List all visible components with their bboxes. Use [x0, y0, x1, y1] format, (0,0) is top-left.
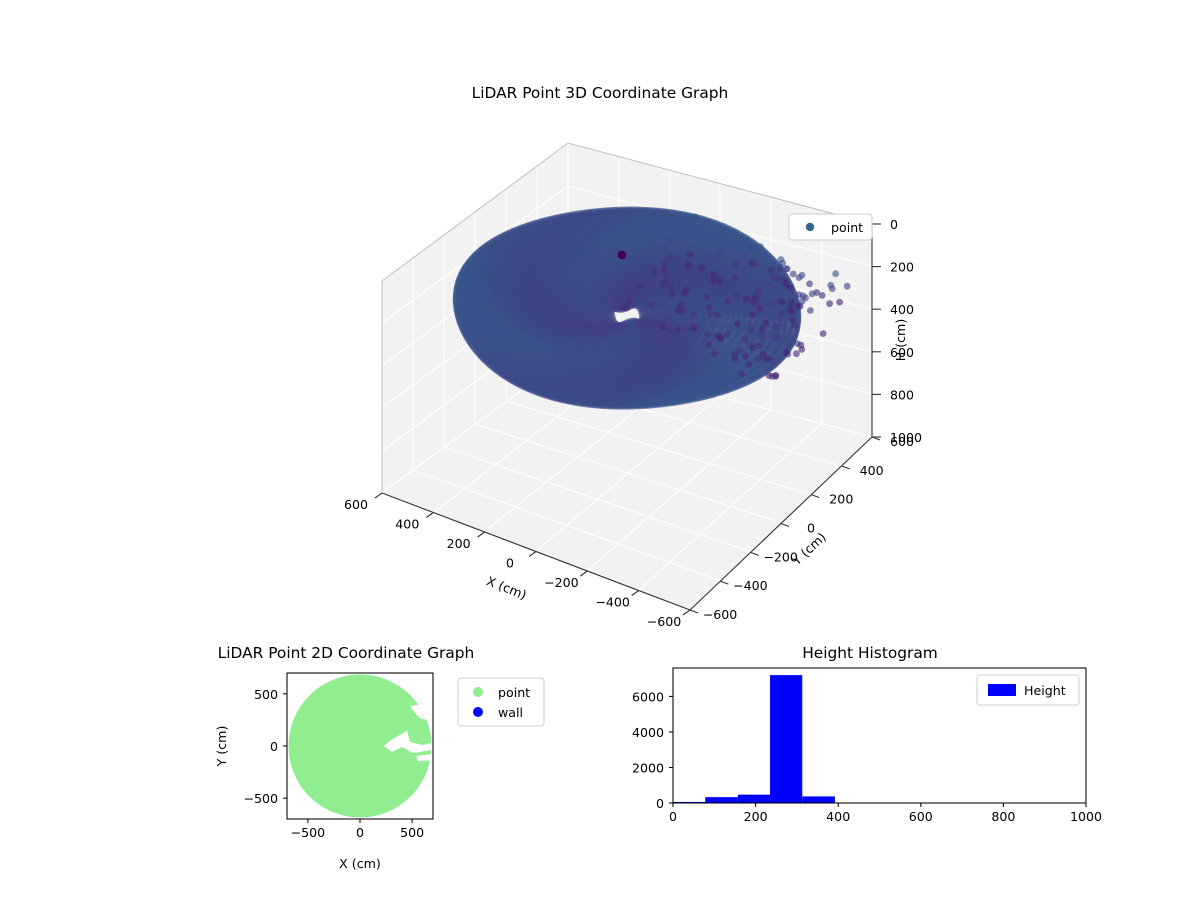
plot3d-legend[interactable]: point — [789, 214, 872, 240]
plot2d-legend[interactable]: point wall — [458, 678, 544, 726]
point-disc — [289, 675, 432, 818]
legend-patch-height — [988, 684, 1016, 696]
point-cloud-2d — [289, 675, 432, 818]
z-axis-label-3d: H (cm) — [893, 319, 908, 362]
y-axis-label-2d: Y (cm) — [214, 726, 229, 768]
height-histogram-plot: 0 200 400 600 800 10000200040006000 Height — [600, 660, 1120, 890]
histogram-legend[interactable]: Height — [977, 675, 1079, 705]
x-axis-label-3d: X (cm) — [485, 573, 529, 602]
legend-label-point: point — [498, 685, 530, 700]
legend-marker-point — [806, 223, 814, 231]
legend-label-height: Height — [1024, 683, 1066, 698]
lidar-3d-plot: −600−400−2000200400600 −600−400−20002004… — [0, 100, 1200, 660]
histogram-bars — [673, 675, 835, 803]
legend-label-point: point — [831, 220, 863, 235]
legend-marker-wall — [473, 707, 483, 717]
matplotlib-figure: LiDAR Point 3D Coordinate Graph — [0, 0, 1200, 900]
isolated-point — [618, 251, 627, 260]
histogram-ticks: 0 200 400 600 800 10000200040006000 — [632, 689, 1102, 824]
x-axis-label-2d: X (cm) — [339, 856, 381, 871]
legend-label-wall: wall — [498, 705, 523, 720]
legend-marker-point — [473, 687, 483, 697]
lidar-2d-plot: −500 0 500−5000500 X (cm) Y (cm) point wal… — [80, 660, 640, 890]
